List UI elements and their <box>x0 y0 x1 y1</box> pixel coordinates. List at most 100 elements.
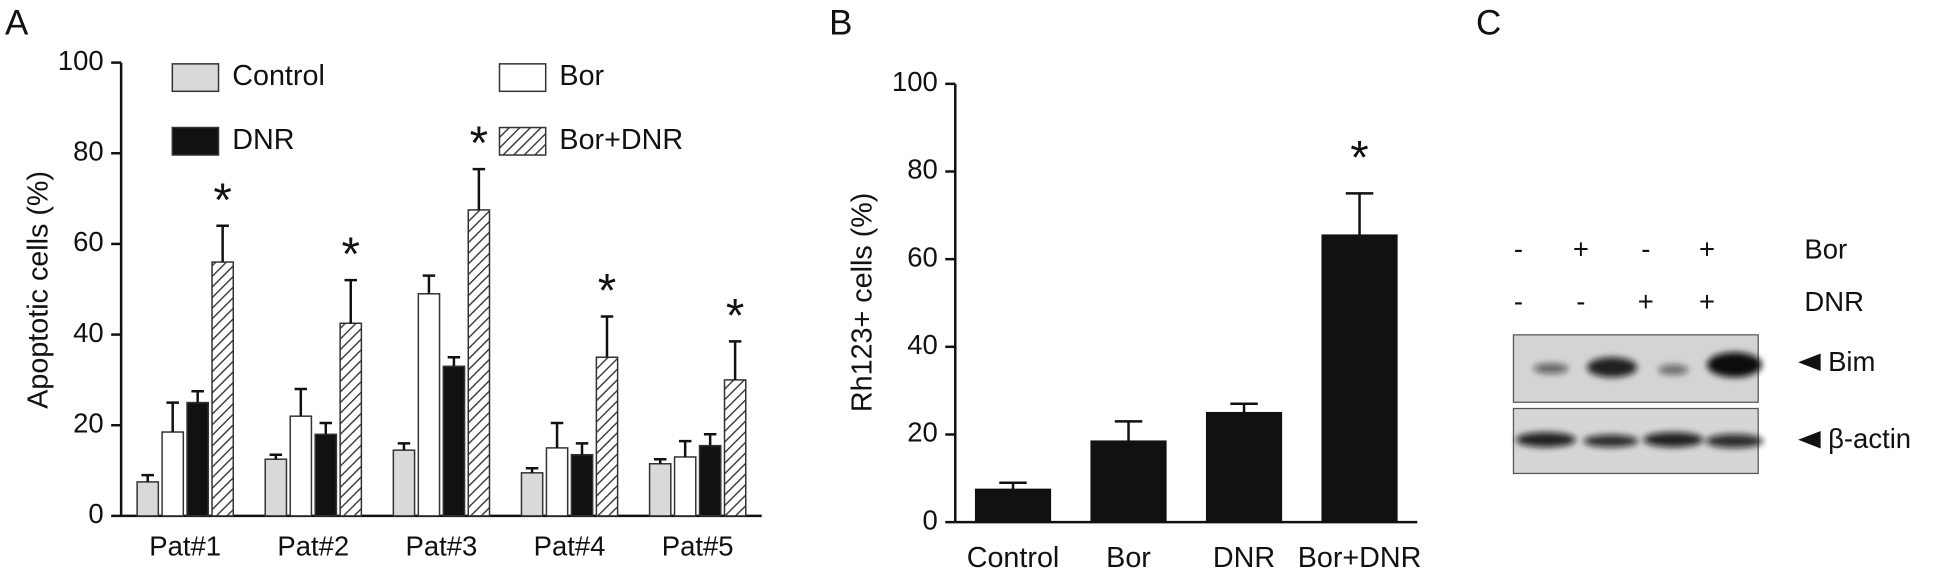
error-bar <box>344 278 358 324</box>
bar <box>417 293 441 517</box>
error-bar <box>166 401 179 433</box>
error-bar <box>575 442 589 455</box>
lane-sign: - <box>1514 286 1523 317</box>
lane-sign: - <box>1576 286 1585 317</box>
significance-mark: * <box>342 228 360 281</box>
bar <box>339 322 363 517</box>
y-tick-label: 60 <box>907 241 938 272</box>
bar <box>136 481 160 517</box>
x-tick-label: Pat#4 <box>534 531 606 562</box>
error-bar <box>447 355 461 367</box>
x-tick-label: Pat#5 <box>662 531 734 562</box>
error-bar <box>422 274 436 294</box>
legend-swatch <box>498 126 547 156</box>
error-bar <box>269 453 283 460</box>
bar <box>442 365 466 517</box>
legend-label: Bor <box>559 60 604 92</box>
y-axis-label: Apoptotic cells (%) <box>23 171 55 409</box>
y-tick-label: 100 <box>892 66 938 97</box>
lane-sign: + <box>1699 233 1715 264</box>
error-bar <box>294 387 308 417</box>
x-tick-label: Bor <box>1106 542 1151 574</box>
lane-sign: - <box>1641 233 1650 264</box>
y-tick-label: 0 <box>923 504 938 535</box>
x-tick-label: Pat#1 <box>149 531 221 562</box>
x-tick-label: DNR <box>1213 542 1275 574</box>
bar <box>1321 234 1398 523</box>
y-tick-label: 40 <box>73 317 104 348</box>
error-bar <box>550 421 564 448</box>
error-bar <box>141 473 154 482</box>
bar <box>698 444 722 517</box>
legend-label: DNR <box>232 124 294 156</box>
bar <box>186 401 210 517</box>
legend-label: Control <box>232 60 325 92</box>
y-tick-label: 20 <box>907 417 938 448</box>
error-bar <box>397 442 411 451</box>
legend-swatch <box>171 126 220 156</box>
lane-sign: + <box>1638 286 1654 317</box>
x-tick-label: Control <box>967 542 1060 574</box>
significance-mark: * <box>1350 131 1368 184</box>
significance-mark: * <box>470 117 488 170</box>
bar <box>161 431 185 517</box>
error-bar <box>653 457 667 464</box>
bar <box>595 356 619 517</box>
error-bar <box>1230 402 1258 413</box>
bar <box>289 415 313 517</box>
bar <box>1090 440 1167 523</box>
error-bar <box>525 467 539 473</box>
y-tick-label: 80 <box>907 154 938 185</box>
treatment-label: Bor <box>1804 233 1847 264</box>
bar <box>974 488 1052 523</box>
band-label: Bim <box>1828 346 1875 377</box>
bar <box>314 433 338 517</box>
panel-label: C <box>1476 3 1501 42</box>
error-bar <box>678 439 692 457</box>
x-tick-label: Pat#3 <box>406 531 478 562</box>
significance-mark: * <box>213 174 231 227</box>
bar <box>648 463 672 517</box>
error-bar <box>600 315 614 358</box>
x-tick-label: Bor+DNR <box>1298 542 1422 574</box>
error-bar <box>1345 192 1374 236</box>
panel-label: B <box>829 3 852 42</box>
error-bar <box>999 481 1027 490</box>
error-bar <box>472 167 486 210</box>
arrow <box>1798 430 1821 449</box>
bar <box>570 453 594 517</box>
error-bar <box>1114 420 1143 442</box>
lane-sign: + <box>1699 286 1715 317</box>
error-bar <box>319 421 333 435</box>
bar <box>1205 411 1283 523</box>
y-tick-label: 40 <box>907 329 938 360</box>
y-tick-label: 0 <box>88 498 103 529</box>
arrow <box>1798 353 1821 372</box>
bar <box>392 449 416 517</box>
error-bar <box>191 389 204 403</box>
band-label: β-actin <box>1828 423 1911 454</box>
bar <box>723 379 747 517</box>
y-tick-label: 60 <box>73 226 104 257</box>
significance-mark: * <box>598 265 616 318</box>
bar <box>264 458 288 517</box>
lane-sign: + <box>1573 233 1589 264</box>
y-axis-label: Rh123+ cells (%) <box>847 193 879 412</box>
panel-label: A <box>5 3 29 42</box>
bar <box>467 209 491 517</box>
x-tick-label: Pat#2 <box>277 531 349 562</box>
western-blot: Bim β-actin Bor DNR <box>1512 233 1911 475</box>
legend-swatch <box>171 63 220 93</box>
treatment-label: DNR <box>1804 286 1864 317</box>
legend-label: Bor+DNR <box>559 124 683 156</box>
error-bar <box>703 433 717 446</box>
lane-sign: - <box>1514 233 1523 264</box>
bar <box>520 472 544 517</box>
bar <box>673 456 697 517</box>
bar <box>211 261 235 517</box>
significance-mark: * <box>726 289 744 342</box>
error-bar <box>216 224 229 263</box>
y-tick-label: 80 <box>73 136 104 167</box>
bar <box>545 447 569 517</box>
